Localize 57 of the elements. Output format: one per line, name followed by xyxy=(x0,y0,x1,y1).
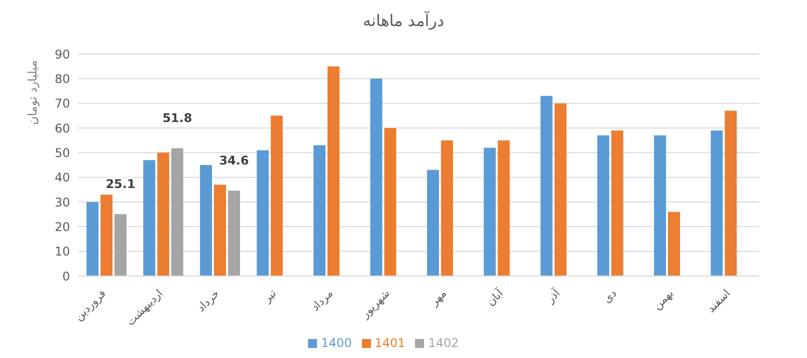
x-tick-label: مرداد xyxy=(308,286,336,314)
bar xyxy=(370,78,382,276)
bar xyxy=(171,148,184,276)
x-tick-label: آذر xyxy=(542,286,564,306)
bar xyxy=(314,145,326,276)
bar xyxy=(724,110,737,276)
bar xyxy=(654,135,666,276)
bar xyxy=(86,202,99,276)
bar xyxy=(710,130,723,276)
y-tick-label: 50 xyxy=(54,146,70,160)
y-tick-label: 0 xyxy=(62,269,70,284)
legend-label: 1400 xyxy=(321,336,352,350)
data-label: 25.1 xyxy=(106,177,136,192)
bar xyxy=(540,96,553,276)
bar xyxy=(256,150,269,276)
x-tick-label: بهمن xyxy=(650,286,676,312)
y-tick-label: 30 xyxy=(54,195,70,210)
x-tick-label: خرداد xyxy=(194,286,222,314)
bar xyxy=(668,212,680,276)
bar xyxy=(498,140,510,276)
bar xyxy=(328,66,340,276)
x-tick-label: اسفند xyxy=(704,286,733,316)
x-tick-label: آبان xyxy=(483,286,506,309)
bar xyxy=(143,160,156,276)
legend-label: 1402 xyxy=(428,336,459,350)
bar xyxy=(200,165,212,276)
bar xyxy=(270,116,283,276)
bar xyxy=(157,152,170,276)
x-tick-label: تیر xyxy=(260,286,279,306)
bar xyxy=(100,194,113,276)
y-tick-label: 80 xyxy=(54,72,70,86)
x-tick-label: مهر xyxy=(427,286,450,309)
y-tick-label: 20 xyxy=(54,220,70,234)
data-label: 34.6 xyxy=(219,154,249,168)
legend-label: 1401 xyxy=(374,336,406,350)
bar xyxy=(611,130,624,276)
y-tick-label: 60 xyxy=(54,121,70,136)
bar xyxy=(484,148,496,276)
x-tick-label: دی xyxy=(600,286,620,306)
bar xyxy=(554,103,567,276)
y-tick-label: 10 xyxy=(54,244,70,259)
bar xyxy=(427,170,440,276)
bar xyxy=(114,214,127,276)
chart-title: درآمد ماهانه xyxy=(362,10,446,32)
y-tick-label: 40 xyxy=(54,170,70,185)
bar xyxy=(228,190,240,276)
y-tick-label: 70 xyxy=(54,96,70,111)
bar xyxy=(214,184,226,276)
bar xyxy=(597,135,610,276)
x-tick-label: فروردین xyxy=(72,286,108,324)
data-label: 51.8 xyxy=(162,111,192,126)
x-tick-label: شهریور xyxy=(358,286,392,322)
bar xyxy=(384,128,396,276)
bar xyxy=(441,140,454,276)
y-tick-label: 90 xyxy=(54,47,70,62)
x-tick-label: اردیبهشت xyxy=(124,286,166,328)
y-axis-title: میلیارد تومان xyxy=(25,60,40,125)
